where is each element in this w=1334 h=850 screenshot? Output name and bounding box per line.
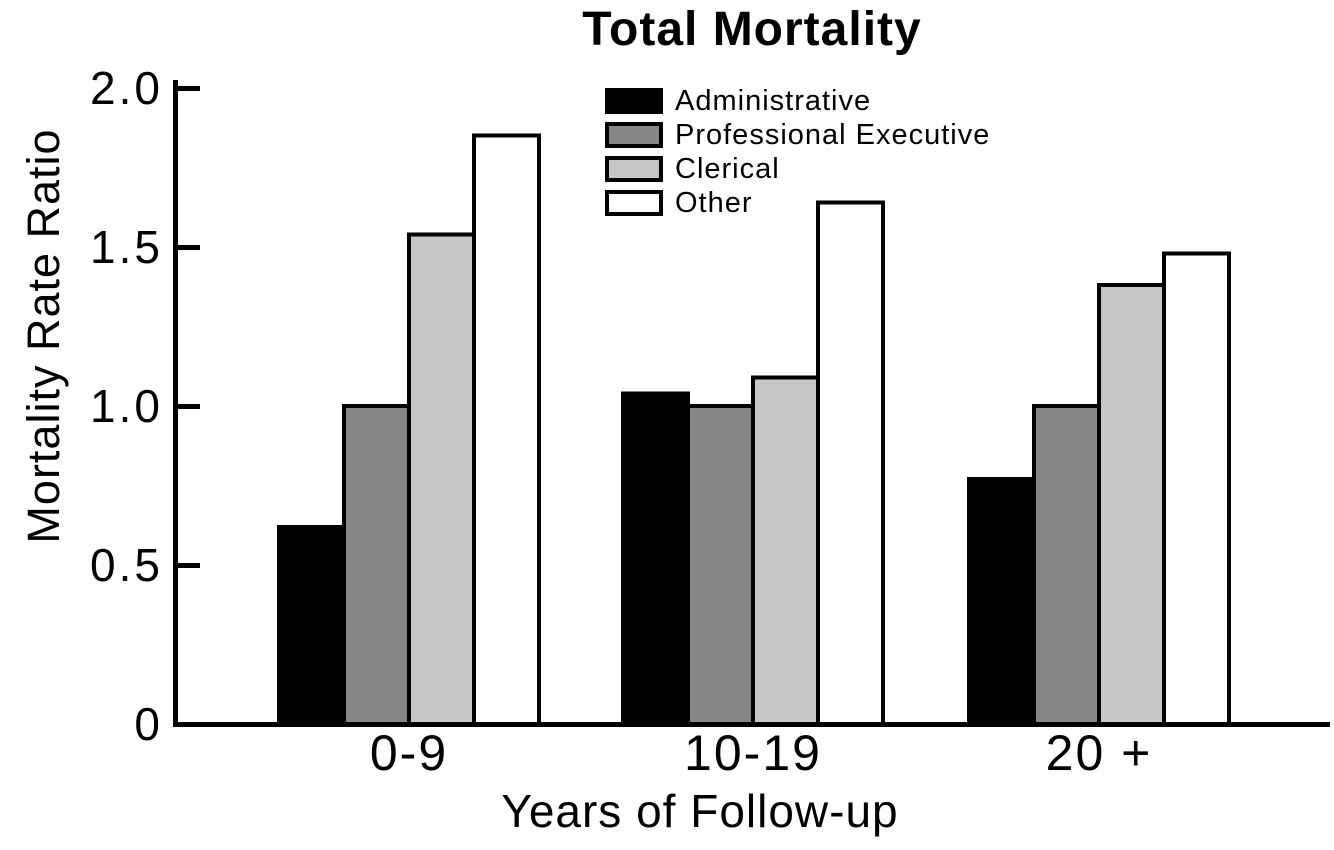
- x-tick-label-10-19: 10-19: [684, 725, 822, 781]
- y-tick-label-0-5: 0.5: [90, 539, 163, 591]
- x-tick-label-0-9: 0-9: [369, 725, 449, 781]
- legend-swatch-clerical-icon: [605, 156, 663, 182]
- legend-row-other: Other: [605, 186, 990, 220]
- legend-label-administrative: Administrative: [675, 85, 872, 117]
- y-tick-label-1-0: 1.0: [90, 380, 163, 432]
- y-tick-0-5: [178, 563, 200, 568]
- y-tick-label-0: 0: [134, 698, 163, 750]
- x-tick-label-20: 20 +: [1045, 725, 1153, 781]
- bar-other-10-19: [816, 200, 885, 727]
- x-axis-title: Years of Follow-up: [501, 785, 899, 837]
- y-axis-line: [173, 80, 178, 727]
- bar-other-0-9: [472, 133, 541, 726]
- legend-label-professional-executive: Professional Executive: [675, 119, 991, 151]
- bar-professional-executive-0-9: [342, 404, 411, 726]
- bar-other-20: [1162, 251, 1231, 727]
- bar-administrative-0-9: [277, 524, 346, 727]
- bar-administrative-20: [967, 477, 1036, 727]
- x-axis-line: [173, 722, 1330, 727]
- chart-title: Total Mortality: [582, 3, 922, 56]
- legend-row-clerical: Clerical: [605, 152, 990, 186]
- bar-administrative-10-19: [621, 391, 690, 726]
- legend-label-clerical: Clerical: [675, 153, 780, 185]
- y-tick-label-1-5: 1.5: [90, 221, 163, 273]
- legend-row-professional-executive: Professional Executive: [605, 118, 990, 152]
- bar-professional-executive-20: [1032, 404, 1101, 726]
- legend-swatch-administrative-icon: [605, 88, 663, 114]
- y-tick-label-2-0: 2.0: [90, 62, 163, 114]
- y-tick-1-0: [178, 404, 200, 409]
- legend: Administrative Professional Executive Cler…: [605, 84, 990, 220]
- legend-swatch-professional-executive-icon: [605, 122, 663, 148]
- legend-swatch-other-icon: [605, 190, 663, 216]
- bar-professional-executive-10-19: [686, 404, 755, 726]
- y-tick-2-0: [178, 86, 200, 91]
- bar-clerical-10-19: [751, 375, 820, 726]
- legend-label-other: Other: [675, 187, 753, 219]
- y-tick-1-5: [178, 245, 200, 250]
- legend-row-administrative: Administrative: [605, 84, 990, 118]
- bar-clerical-20: [1097, 283, 1166, 726]
- bar-clerical-0-9: [407, 232, 476, 726]
